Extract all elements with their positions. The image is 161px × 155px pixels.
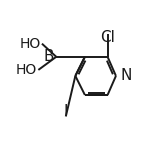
- Text: B: B: [44, 49, 54, 64]
- Text: I: I: [64, 104, 68, 119]
- Text: HO: HO: [19, 37, 41, 51]
- Text: N: N: [120, 68, 132, 83]
- Text: HO: HO: [16, 63, 37, 77]
- Text: Cl: Cl: [100, 30, 115, 45]
